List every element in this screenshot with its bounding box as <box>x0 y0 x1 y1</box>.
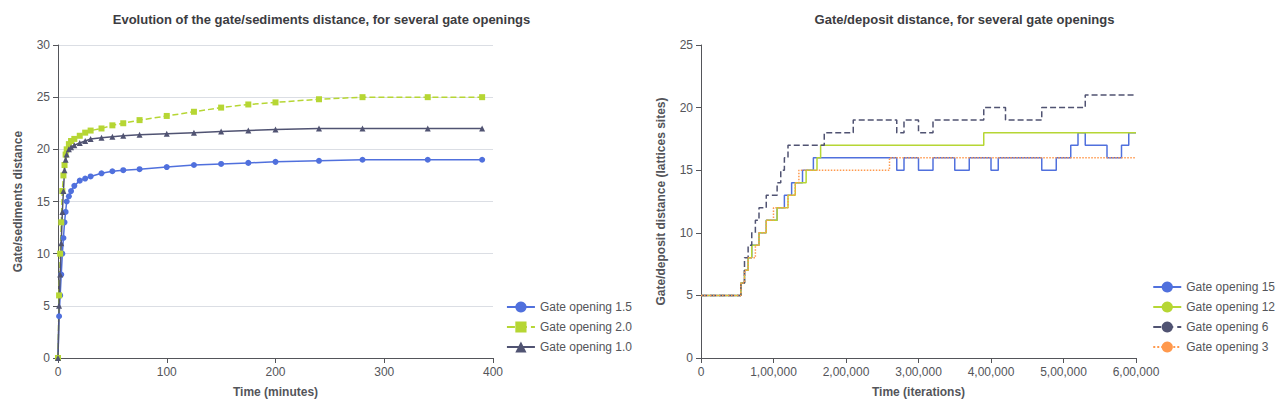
svg-text:20: 20 <box>37 142 51 156</box>
svg-text:0: 0 <box>698 365 705 379</box>
svg-text:Evolution of the gate/sediment: Evolution of the gate/sediments distance… <box>113 12 531 27</box>
svg-text:Gate/deposit distance (lattice: Gate/deposit distance (lattices sites) <box>654 97 668 305</box>
svg-text:5: 5 <box>686 288 693 302</box>
svg-text:0: 0 <box>686 351 693 365</box>
svg-text:Gate opening 2.0: Gate opening 2.0 <box>540 320 632 334</box>
svg-text:Gate/deposit distance, for sev: Gate/deposit distance, for several gate … <box>815 12 1115 27</box>
svg-text:25: 25 <box>37 90 51 104</box>
svg-text:5,00,000: 5,00,000 <box>1040 365 1087 379</box>
svg-text:6,00,000: 6,00,000 <box>1113 365 1160 379</box>
svg-text:200: 200 <box>265 365 285 379</box>
svg-text:Gate opening 12: Gate opening 12 <box>1186 300 1275 314</box>
svg-text:4,00,000: 4,00,000 <box>968 365 1015 379</box>
svg-text:Gate/sediments distance: Gate/sediments distance <box>11 130 25 272</box>
svg-text:10: 10 <box>37 247 51 261</box>
svg-text:Gate opening 6: Gate opening 6 <box>1186 320 1268 334</box>
svg-text:2,00,000: 2,00,000 <box>823 365 870 379</box>
svg-text:0: 0 <box>55 365 62 379</box>
svg-text:15: 15 <box>680 163 694 177</box>
svg-text:25: 25 <box>680 38 694 52</box>
svg-text:Gate opening 1.0: Gate opening 1.0 <box>540 340 632 354</box>
svg-text:400: 400 <box>483 365 503 379</box>
svg-text:1,00,000: 1,00,000 <box>750 365 797 379</box>
svg-text:300: 300 <box>374 365 394 379</box>
svg-text:Time (minutes): Time (minutes) <box>233 385 318 399</box>
svg-text:10: 10 <box>680 226 694 240</box>
svg-text:Gate opening 15: Gate opening 15 <box>1186 280 1275 294</box>
svg-text:15: 15 <box>37 195 51 209</box>
svg-text:30: 30 <box>37 38 51 52</box>
svg-text:100: 100 <box>157 365 177 379</box>
svg-text:Time (iterations): Time (iterations) <box>872 385 965 399</box>
svg-text:Gate opening 1.5: Gate opening 1.5 <box>540 300 632 314</box>
svg-text:5: 5 <box>43 299 50 313</box>
svg-text:Gate opening 3: Gate opening 3 <box>1186 340 1268 354</box>
svg-text:20: 20 <box>680 101 694 115</box>
svg-text:0: 0 <box>43 351 50 365</box>
svg-text:3,00,000: 3,00,000 <box>895 365 942 379</box>
